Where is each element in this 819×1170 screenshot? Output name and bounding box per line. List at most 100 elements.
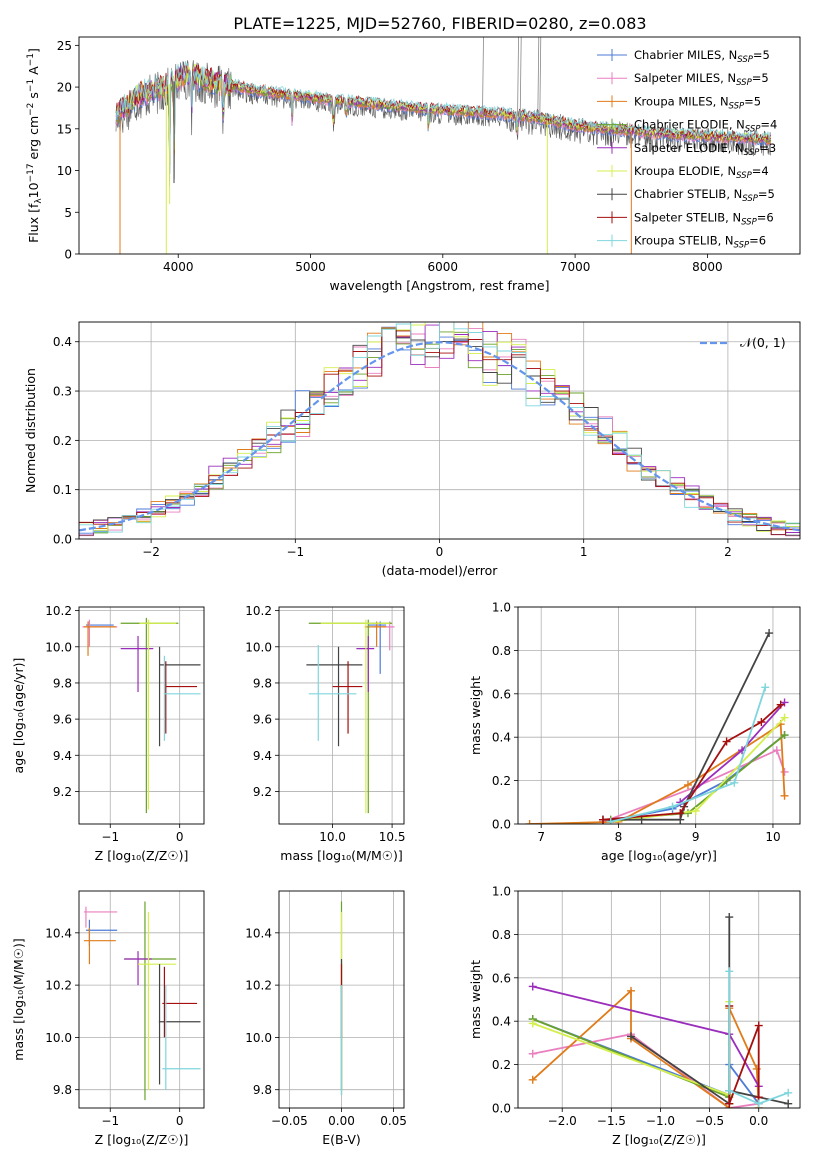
- weight-point-chabrier-stelib: [765, 629, 774, 638]
- y-tick-label: 0.6: [492, 687, 511, 701]
- weight-line-salpeter-miles: [532, 1033, 759, 1108]
- weight-point-kroupa-miles: [683, 780, 692, 789]
- weight-point-salpeter-miles: [780, 767, 789, 776]
- x-tick-label: 0: [176, 830, 184, 844]
- histogram-kroupa-stelib: [79, 322, 800, 533]
- legend-entry-sub: SSP: [742, 194, 758, 204]
- x-axis-label: Z [log₁₀(Z/Z☉)]: [612, 1132, 706, 1147]
- y-tick-label: 10.0: [245, 1031, 272, 1045]
- legend-entry: Salpeter STELIB, NSSP=6: [634, 210, 774, 227]
- y-axis-label: mass weight: [468, 960, 483, 1039]
- y-axis-label-part: −17: [26, 163, 36, 182]
- y-tick-label: 0.1: [53, 483, 72, 497]
- y-tick-label: 10.2: [245, 979, 272, 993]
- x-tick-label: 7000: [560, 260, 591, 274]
- weight-vs-age-panel: 7 8 9 10 0.0 0.2 0.4 0.6 0.8 1.0 age [log₁₀(age/yr…: [468, 601, 801, 863]
- y-axis-label-part: −1: [26, 53, 36, 66]
- x-axis-label: mass [log₁₀(M/M☉)]: [280, 848, 402, 863]
- axes-frame: [278, 890, 405, 1109]
- y-tick-label: 10.4: [245, 926, 272, 940]
- y-tick-label: 10.2: [45, 979, 72, 993]
- y-tick-label: 9.2: [253, 785, 272, 799]
- x-tick-label: −1: [101, 1114, 119, 1128]
- weight-point-kroupa-miles: [780, 791, 789, 800]
- weight-point-chabrier-elodie: [780, 731, 789, 740]
- y-tick-label: 15: [57, 122, 72, 136]
- x-tick-label: 1: [580, 545, 588, 559]
- y-axis-label: age [log₁₀(age/yr)]: [11, 658, 26, 774]
- x-tick-label: 10: [765, 830, 780, 844]
- grid: [279, 607, 404, 824]
- weight-line-kroupa-stelib: [610, 687, 767, 823]
- weight-point-salpeter-stelib: [776, 700, 785, 709]
- errorbar-group: [306, 619, 395, 814]
- legend-entry-sub: SSP: [736, 78, 752, 88]
- y-tick-label: 9.6: [53, 713, 72, 727]
- legend-entry-suffix: =4: [752, 164, 769, 178]
- x-tick-label: −1: [101, 830, 119, 844]
- weight-lines: [528, 913, 793, 1108]
- y-axis-label: Normed distribution: [23, 368, 38, 493]
- y-tick-label: 1.0: [492, 885, 511, 899]
- legend-entry: Kroupa MILES, NSSP=5: [634, 94, 761, 111]
- weight-point-kroupa-elodie: [528, 1019, 537, 1028]
- spectrum-series-group: [115, 37, 772, 254]
- x-tick-label: 9: [692, 830, 700, 844]
- legend-entry-sub: SSP: [745, 125, 761, 135]
- legend-entry-base: Chabrier STELIB, N: [634, 187, 742, 201]
- legend-entry-base: Chabrier ELODIE, N: [634, 118, 745, 132]
- weight-point-chabrier-stelib: [725, 913, 734, 922]
- x-tick-label: 10.5: [379, 830, 406, 844]
- axes-frame: [78, 36, 801, 255]
- weight-line-kroupa-miles: [529, 722, 786, 824]
- y-tick-label: 25: [57, 39, 72, 53]
- x-tick-label: 2: [724, 545, 732, 559]
- y-tick-label: 10.0: [45, 1031, 72, 1045]
- weight-point-kroupa-miles: [525, 820, 534, 824]
- age-vs-mass-panel: 10.0 10.5 9.2 9.4 9.6 9.8 10.0 10.2 mass [log₁₀(…: [245, 604, 405, 863]
- spectrum-emission-line: [517, 37, 519, 117]
- x-tick-label: −2.0: [548, 1114, 577, 1128]
- x-tick-label: 0: [436, 545, 444, 559]
- spectrum-emission-line: [537, 37, 540, 119]
- mass-vs-ebv-panel: −0.05 0.00 0.05 9.8 10.0 10.2 10.4 E(B-V): [245, 890, 407, 1147]
- grid: [79, 891, 204, 1108]
- x-tick-label: 0: [176, 1114, 184, 1128]
- x-tick-label: −2: [142, 545, 160, 559]
- weight-point-kroupa-miles: [528, 1075, 537, 1084]
- x-axis-label: Z [log₁₀(Z/Z☉)]: [95, 848, 189, 863]
- legend-entry-suffix: =5: [753, 48, 770, 62]
- y-tick-label: 10.4: [45, 926, 72, 940]
- figure-title: PLATE=1225, MJD=52760, FIBERID=0280, z=0…: [233, 14, 646, 33]
- weight-point-kroupa-stelib: [730, 778, 739, 787]
- spectrum-emission-line: [519, 37, 522, 117]
- x-tick-label: 8: [615, 830, 623, 844]
- y-axis-label-part: A: [26, 66, 41, 79]
- legend-entry: Chabrier ELODIE, NSSP=4: [634, 118, 777, 135]
- y-tick-label: 0.0: [492, 818, 511, 832]
- y-tick-label: 0: [64, 248, 72, 262]
- y-tick-label: 0.4: [492, 1015, 511, 1029]
- axes-frame: [278, 606, 405, 825]
- normal-reference-curve: [79, 341, 800, 532]
- y-tick-label: 9.8: [253, 676, 272, 690]
- legend-entry-suffix: =6: [757, 210, 774, 224]
- legend-entry: Kroupa ELODIE, NSSP=4: [634, 164, 769, 181]
- legend-entry-sub: SSP: [741, 217, 757, 227]
- weight-vs-metallicity-panel: −2.0 −1.5 −1.0 −0.5 0.0 0.0 0.2 0.4 0.6 0.8 1.0 Z […: [468, 885, 801, 1147]
- y-axis-label: mass weight: [468, 676, 483, 755]
- y-axis-label-part: Flux [f: [26, 203, 41, 243]
- axes-frame: [517, 890, 801, 1109]
- y-axis-label-part: ]: [26, 48, 41, 53]
- weight-lines: [525, 629, 789, 824]
- histogram-group: [79, 322, 800, 537]
- legend-entry-sub: SSP: [736, 171, 752, 181]
- y-axis-label-part: s: [26, 92, 41, 103]
- legend-entry: Chabrier STELIB, NSSP=5: [634, 187, 775, 204]
- y-tick-label: 0.2: [53, 434, 72, 448]
- x-axis-label: age [log₁₀(age/yr)]: [601, 848, 717, 863]
- legend-entry: Kroupa STELIB, NSSP=6: [634, 234, 766, 251]
- x-tick-label: 6000: [428, 260, 459, 274]
